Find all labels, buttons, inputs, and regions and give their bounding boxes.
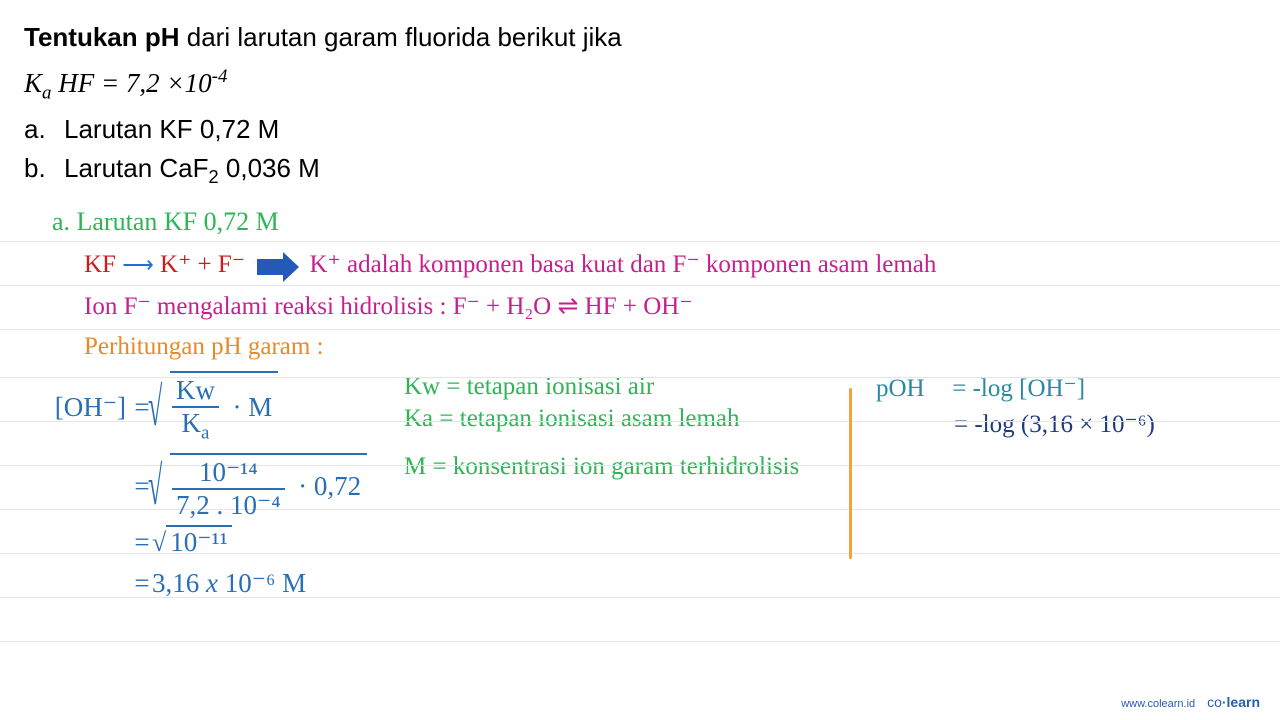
rule-line bbox=[0, 285, 1280, 286]
sqrt-1: Kw Ka · M bbox=[152, 371, 278, 444]
step2-den: 7,2 . 10⁻⁴ bbox=[172, 490, 285, 521]
ka-den: Ka bbox=[172, 408, 219, 444]
poh-lhs: pOH bbox=[876, 375, 946, 403]
item-a-text: Larutan KF 0,72 M bbox=[64, 114, 279, 144]
solution-heading-a: a. Larutan KF 0,72 M bbox=[24, 207, 1256, 237]
item-b-text: Larutan CaF bbox=[64, 153, 209, 183]
item-b-sub: 2 bbox=[209, 167, 219, 187]
step4-post: 10⁻⁶ M bbox=[218, 568, 306, 598]
rule-line bbox=[0, 597, 1280, 598]
pointer-arrow-icon bbox=[257, 255, 297, 279]
frac-kw-ka: Kw Ka bbox=[172, 375, 219, 444]
ka-exp: -4 bbox=[212, 66, 228, 87]
ka-sub2: a bbox=[201, 423, 209, 444]
title-rest: dari larutan garam fluorida berikut jika bbox=[180, 22, 622, 52]
definitions-column: Kw = tetapan ionisasi air Ka = tetapan i… bbox=[404, 367, 876, 598]
question-item-a: a.Larutan KF 0,72 M bbox=[24, 110, 1256, 149]
step4-pre: 3,16 bbox=[152, 568, 206, 598]
poh-rhs2: = -log (3,16 × 10⁻⁶) bbox=[876, 409, 1256, 439]
poh-rhs1: = -log [OH⁻] bbox=[952, 375, 1085, 402]
rule-line bbox=[0, 641, 1280, 642]
rule-line bbox=[0, 553, 1280, 554]
step3-val: 10⁻¹¹ bbox=[166, 525, 231, 557]
title-prefix: Tentukan pH bbox=[24, 22, 180, 52]
rule-line bbox=[0, 241, 1280, 242]
hydrolysis-line: Ion F⁻ mengalami reaksi hidrolisis : F⁻ … bbox=[24, 291, 1256, 321]
rhs-4: 3,16 x 10⁻⁶ M bbox=[152, 568, 306, 599]
oh-label: [OH⁻] bbox=[24, 392, 132, 423]
sqrt-2: 10⁻¹⁴ 7,2 . 10⁻⁴ · 0,72 bbox=[152, 453, 367, 521]
rhs-2: 10⁻¹⁴ 7,2 . 10⁻⁴ · 0,72 bbox=[152, 453, 367, 521]
ka-definition: Ka = tetapan ionisasi asam lemah bbox=[404, 405, 876, 433]
frac-step2: 10⁻¹⁴ 7,2 . 10⁻⁴ bbox=[172, 457, 285, 521]
brand-learn: learn bbox=[1227, 694, 1260, 710]
ka-sym: K bbox=[182, 408, 202, 438]
kf-explain: K⁺ adalah komponen basa kuat dan F⁻ komp… bbox=[309, 251, 936, 278]
rhs-1: Kw Ka · M bbox=[152, 371, 278, 444]
step2-num: 10⁻¹⁴ bbox=[172, 457, 285, 490]
rule-line bbox=[0, 329, 1280, 330]
question-block: Tentukan pH dari larutan garam fluorida … bbox=[24, 18, 1256, 191]
question-title: Tentukan pH dari larutan garam fluorida … bbox=[24, 18, 1256, 57]
ruled-area: a. Larutan KF 0,72 M KF ⟶ K⁺ + F⁻ K⁺ ada… bbox=[24, 203, 1256, 598]
item-b-text2: 0,036 M bbox=[219, 153, 320, 183]
item-a-label: a. bbox=[24, 110, 64, 149]
eq-row-4: = 3,16 x 10⁻⁶ M bbox=[24, 568, 404, 599]
footer-url: www.colearn.id bbox=[1121, 698, 1195, 710]
item-b-label: b. bbox=[24, 149, 64, 188]
brand-logo: co·learn bbox=[1207, 694, 1260, 710]
question-items: a.Larutan KF 0,72 M b.Larutan CaF2 0,036… bbox=[24, 110, 1256, 191]
ka-expression: Ka HF = 7,2 ×10-4 bbox=[24, 63, 1256, 108]
poh-column: pOH = -log [OH⁻] = -log (3,16 × 10⁻⁶) bbox=[876, 367, 1256, 598]
kf-left: KF bbox=[84, 251, 116, 278]
step2-mult: 0,72 bbox=[314, 471, 361, 501]
m-label: M bbox=[248, 392, 272, 422]
ka-symbol: K bbox=[24, 68, 42, 98]
step4-x: x bbox=[206, 568, 218, 598]
eq-row-1: [OH⁻] = Kw Ka · M bbox=[24, 371, 404, 444]
brand-co: co bbox=[1207, 694, 1222, 710]
ka-compound: HF = 7,2 ×10 bbox=[51, 68, 211, 98]
worked-solution: a. Larutan KF 0,72 M KF ⟶ K⁺ + F⁻ K⁺ ada… bbox=[24, 203, 1256, 598]
vertical-separator bbox=[849, 388, 852, 558]
equals: = bbox=[132, 568, 152, 599]
reaction-arrow: ⟶ bbox=[122, 252, 154, 277]
kf-right: K⁺ + F⁻ bbox=[160, 251, 251, 278]
calculation-columns: [OH⁻] = Kw Ka · M = bbox=[24, 367, 1256, 598]
m-definition: M = konsentrasi ion garam terhidrolisis bbox=[404, 453, 876, 481]
kw-num: Kw bbox=[172, 375, 219, 408]
calc-left-column: [OH⁻] = Kw Ka · M = bbox=[24, 367, 404, 598]
eq-row-2: = 10⁻¹⁴ 7,2 . 10⁻⁴ · 0,72 bbox=[24, 453, 404, 521]
kf-dissociation-line: KF ⟶ K⁺ + F⁻ K⁺ adalah komponen basa kua… bbox=[24, 249, 1256, 279]
perhitungan-heading: Perhitungan pH garam : bbox=[24, 333, 1256, 361]
footer: www.colearn.id co·learn bbox=[1121, 694, 1260, 710]
question-item-b: b.Larutan CaF2 0,036 M bbox=[24, 149, 1256, 191]
